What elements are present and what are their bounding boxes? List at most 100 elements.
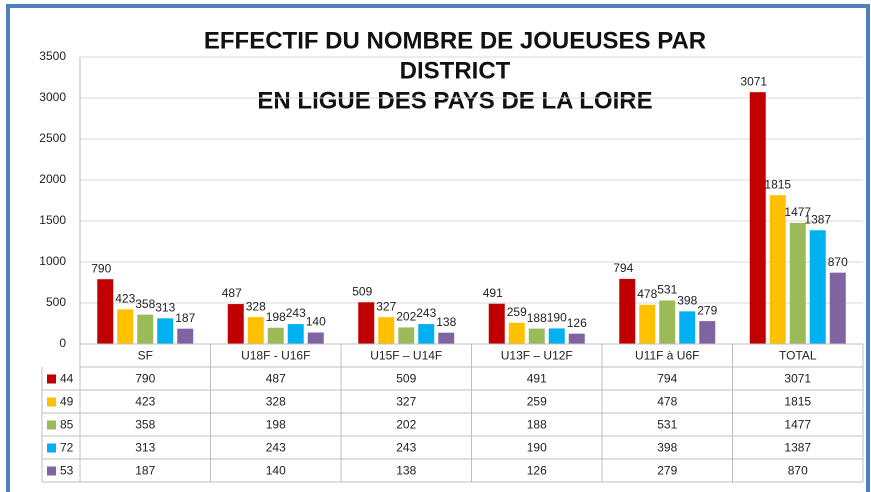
bar <box>267 327 284 344</box>
data-label: 198 <box>266 310 286 324</box>
bar <box>378 317 395 344</box>
bar <box>358 302 375 344</box>
y-tick-label: 3500 <box>39 49 66 63</box>
legend-label: 44 <box>60 372 74 386</box>
legend-swatch <box>47 466 56 476</box>
chart-title: DISTRICT <box>400 57 511 84</box>
bar <box>619 278 636 344</box>
table-cell: 1387 <box>784 441 811 455</box>
table-cell: 243 <box>396 441 416 455</box>
y-tick-label: 2000 <box>39 172 66 186</box>
legend-swatch <box>47 374 56 384</box>
bar <box>287 324 304 344</box>
bar <box>568 333 585 344</box>
data-label: 243 <box>416 306 436 320</box>
bar <box>177 328 194 344</box>
bar <box>789 222 806 344</box>
data-label: 3071 <box>740 74 767 88</box>
x-tick-label: U13F – U12F <box>501 349 573 363</box>
bar <box>528 328 545 344</box>
data-label: 794 <box>613 261 633 275</box>
bar <box>137 314 154 344</box>
legend-swatch <box>47 397 56 407</box>
legend-label: 85 <box>60 418 74 432</box>
bar <box>488 303 505 344</box>
frame <box>6 4 870 492</box>
y-tick-label: 0 <box>59 336 66 350</box>
y-tick-label: 500 <box>46 295 66 309</box>
data-label: 870 <box>828 255 848 269</box>
table-cell: 478 <box>657 395 677 409</box>
table-cell: 327 <box>396 395 416 409</box>
data-label: 327 <box>376 299 396 313</box>
data-label: 126 <box>567 316 587 330</box>
legend-swatch <box>47 443 56 453</box>
data-label: 1477 <box>784 205 811 219</box>
table-cell: 531 <box>657 418 677 432</box>
data-label: 140 <box>306 315 326 329</box>
table-cell: 126 <box>527 464 547 478</box>
y-tick-label: 1500 <box>39 213 66 227</box>
data-label: 423 <box>115 291 135 305</box>
table-cell: 279 <box>657 464 677 478</box>
data-label: 1815 <box>764 177 791 191</box>
chart-title: EFFECTIF DU NOMBRE DE JOUEUSES PAR <box>204 27 706 54</box>
table-cell: 423 <box>135 395 155 409</box>
x-tick-label: TOTAL <box>779 349 817 363</box>
data-label: 243 <box>286 306 306 320</box>
legend-label: 72 <box>60 441 74 455</box>
bar <box>227 304 244 344</box>
bar <box>117 309 134 344</box>
legend-label: 49 <box>60 395 74 409</box>
data-label: 509 <box>352 284 372 298</box>
bar <box>659 300 676 344</box>
bar <box>548 328 565 344</box>
bar <box>809 230 826 344</box>
bar <box>398 327 415 344</box>
bar <box>639 304 656 344</box>
y-tick-label: 1000 <box>39 254 66 268</box>
table-cell: 794 <box>657 372 677 386</box>
x-tick-label: U15F – U14F <box>370 349 442 363</box>
table-cell: 187 <box>135 464 155 478</box>
bar <box>508 322 525 344</box>
chart-title: EN LIGUE DES PAYS DE LA LOIRE <box>257 87 652 114</box>
data-label: 328 <box>246 299 266 313</box>
bar <box>97 279 114 344</box>
bar <box>829 272 846 344</box>
x-tick-label: U18F - U16F <box>241 349 310 363</box>
data-label: 313 <box>155 301 175 315</box>
bar <box>749 92 766 344</box>
table-cell: 358 <box>135 418 155 432</box>
data-label: 478 <box>637 287 657 301</box>
y-tick-label: 3000 <box>39 90 66 104</box>
data-label: 790 <box>91 261 111 275</box>
bar <box>247 317 264 344</box>
data-label: 259 <box>507 305 527 319</box>
table-cell: 138 <box>396 464 416 478</box>
table-cell: 328 <box>266 395 286 409</box>
data-label: 358 <box>135 297 155 311</box>
table-cell: 487 <box>266 372 286 386</box>
table-cell: 509 <box>396 372 416 386</box>
bar <box>438 332 455 344</box>
table-cell: 870 <box>788 464 808 478</box>
bar <box>307 332 324 344</box>
data-label: 279 <box>697 303 717 317</box>
bar <box>679 311 696 344</box>
table-cell: 790 <box>135 372 155 386</box>
table-cell: 243 <box>266 441 286 455</box>
table-cell: 1815 <box>784 395 811 409</box>
data-label: 487 <box>222 286 242 300</box>
x-tick-label: U11F à U6F <box>635 349 699 363</box>
data-label: 202 <box>396 310 416 324</box>
data-label: 187 <box>175 311 195 325</box>
bar <box>769 195 786 344</box>
legend-label: 53 <box>60 464 74 478</box>
table-cell: 398 <box>657 441 677 455</box>
data-label: 491 <box>483 286 503 300</box>
data-label: 1387 <box>804 212 831 226</box>
table-cell: 140 <box>266 464 286 478</box>
bar <box>699 321 716 344</box>
